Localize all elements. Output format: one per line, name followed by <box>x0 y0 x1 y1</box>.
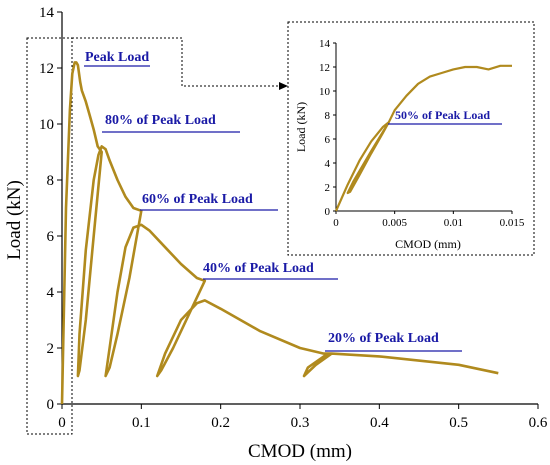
annotation-peak-load: Peak Load <box>85 50 149 65</box>
inset-y-tick-label: 6 <box>325 134 331 146</box>
x-tick-label: 0.5 <box>449 415 468 431</box>
y-tick-label: 8 <box>47 173 55 189</box>
inset-x-tick-label: 0.005 <box>382 217 407 229</box>
inset-y-tick-label: 8 <box>325 110 331 122</box>
y-tick-label: 10 <box>39 117 54 133</box>
zoom-region-box <box>26 37 73 435</box>
inset-y-tick-label: 2 <box>325 182 331 194</box>
annotation-20-percent: 20% of Peak Load <box>328 331 439 346</box>
inset-y-axis-title: Load (kN) <box>294 102 308 152</box>
inset-x-tick-group: 0 0.005 0.01 0.015 <box>333 211 525 229</box>
inset-y-tick-label: 4 <box>325 158 331 170</box>
y-tick-label: 4 <box>47 285 55 301</box>
annotation-40-percent: 40% of Peak Load <box>203 261 314 276</box>
inset-y-tick-label: 0 <box>325 206 331 218</box>
y-tick-label: 2 <box>47 341 55 357</box>
x-tick-label: 0.4 <box>370 415 389 431</box>
inset-x-tick-label: 0.01 <box>444 217 463 229</box>
y-tick-label: 6 <box>47 229 55 245</box>
inset-x-axis-title: CMOD (mm) <box>395 237 461 251</box>
inset-x-tick-label: 0.015 <box>500 217 525 229</box>
zoom-arrow-head <box>279 82 288 90</box>
x-axis-title: CMOD (mm) <box>248 441 352 462</box>
inset-x-tick-label: 0 <box>333 217 339 229</box>
zoom-connector-line <box>72 37 280 87</box>
annotation-60-percent: 60% of Peak Load <box>142 192 253 207</box>
x-tick-label: 0.2 <box>211 415 230 431</box>
y-tick-label: 12 <box>39 61 54 77</box>
annotation-50-percent: 50% of Peak Load <box>395 108 490 122</box>
x-tick-label: 0.1 <box>132 415 151 431</box>
x-tick-label: 0 <box>58 415 66 431</box>
x-tick-label: 0.6 <box>529 415 548 431</box>
series-line-main <box>60 61 499 405</box>
series-line-inset <box>334 64 512 212</box>
inset-y-tick-label: 14 <box>319 38 331 50</box>
y-axis-title: Load (kN) <box>4 180 25 260</box>
inset-y-tick-label: 12 <box>319 62 330 74</box>
inset-y-tick-group: 0 2 4 6 8 10 12 14 <box>319 38 336 218</box>
y-tick-label: 0 <box>47 397 55 413</box>
y-tick-label: 14 <box>39 5 55 21</box>
y-tick-group: 0 2 4 6 8 10 12 14 <box>39 5 62 413</box>
inset-y-tick-label: 10 <box>319 86 331 98</box>
annotation-80-percent: 80% of Peak Load <box>105 113 216 128</box>
inset-frame <box>287 21 535 256</box>
x-tick-group: 0 0.1 0.2 0.3 0.4 0.5 0.6 <box>58 404 548 431</box>
x-tick-label: 0.3 <box>291 415 310 431</box>
